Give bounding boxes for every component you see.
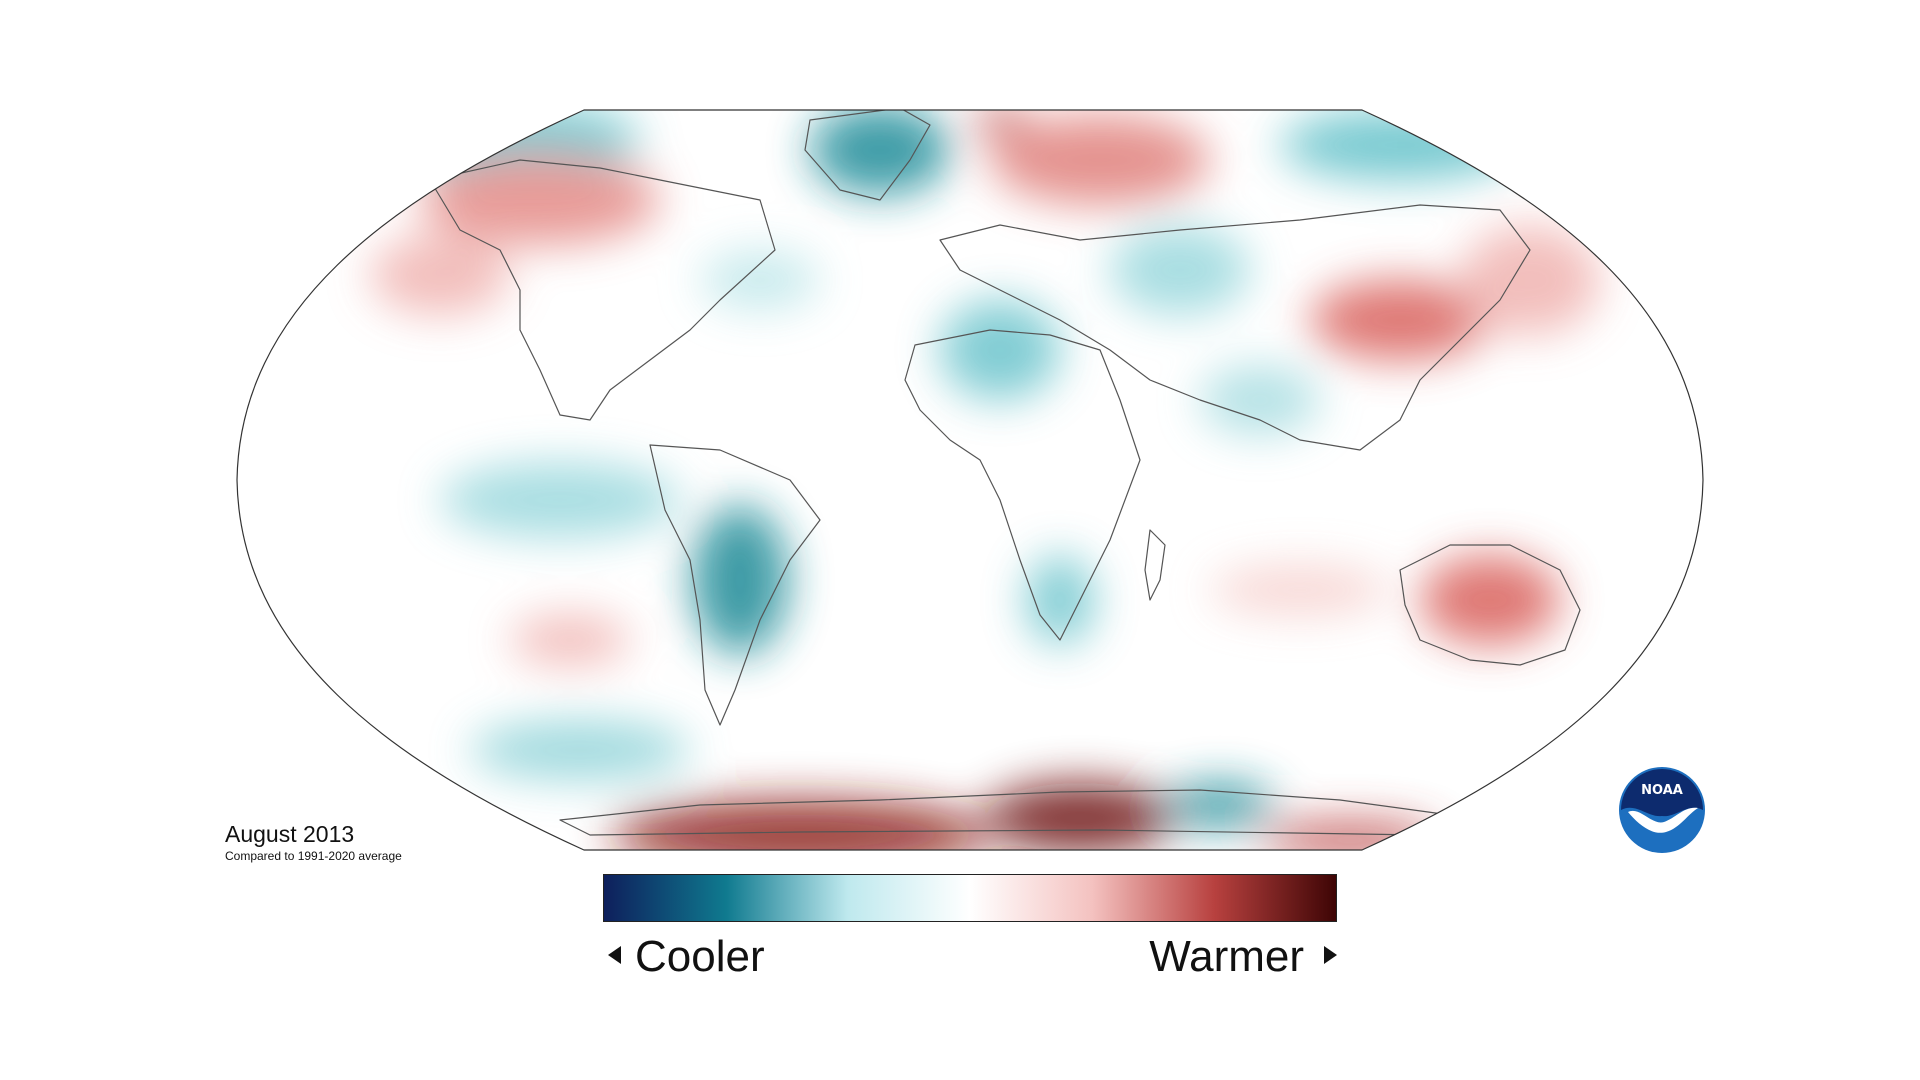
noaa-logo: NOAA [1619, 767, 1705, 853]
noaa-logo-text: NOAA [1641, 783, 1683, 798]
legend-cooler: Cooler [608, 930, 765, 984]
noaa-bird-icon [1628, 807, 1698, 833]
noaa-logo-inner [1621, 769, 1703, 817]
legend-warmer: Warmer [1149, 930, 1337, 984]
arrow-right-icon [1324, 946, 1337, 965]
caption-subtitle: Compared to 1991-2020 average [225, 849, 402, 863]
arrow-left-icon [608, 946, 621, 965]
map-caption: August 2013 Compared to 1991-2020 averag… [225, 820, 402, 864]
warmer-label: Warmer [1149, 932, 1304, 981]
colorbar [603, 874, 1337, 922]
caption-title: August 2013 [225, 821, 355, 847]
cooler-label: Cooler [635, 932, 765, 981]
